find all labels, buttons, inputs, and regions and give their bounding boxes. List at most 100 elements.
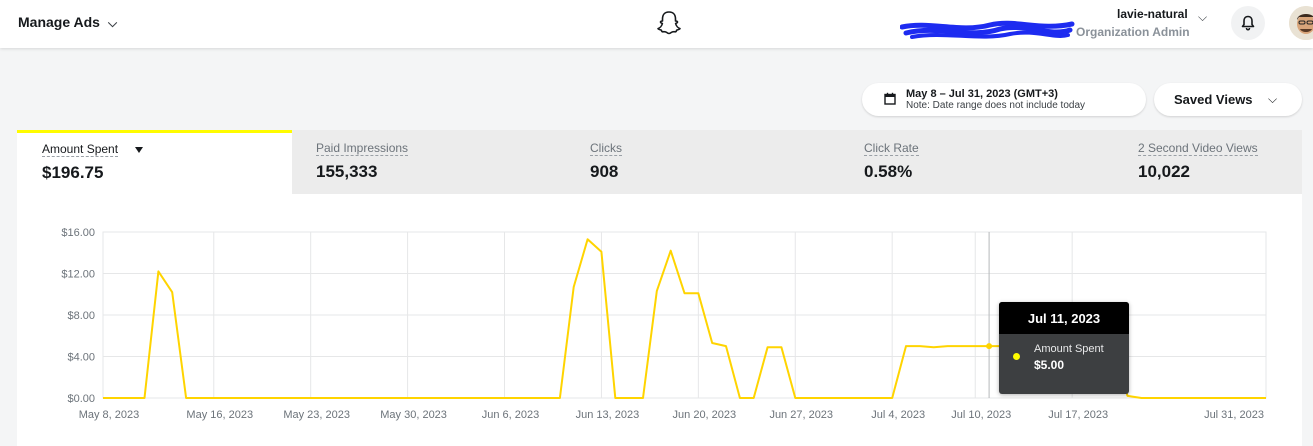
data-point <box>640 395 646 401</box>
data-point <box>543 395 549 401</box>
saved-views-label: Saved Views <box>1174 92 1253 107</box>
data-point <box>197 395 203 401</box>
metric-label: Amount Spent <box>42 142 119 157</box>
avatar[interactable] <box>1289 6 1313 40</box>
notifications-button[interactable] <box>1231 6 1265 40</box>
data-point <box>557 395 563 401</box>
metric-tabs: Amount Spent $196.75 Paid Impressions 15… <box>17 130 1302 194</box>
tooltip-series-name: Amount Spent <box>1034 343 1104 355</box>
y-tick-label: $16.00 <box>61 227 95 239</box>
x-tick-label: May 8, 2023 <box>79 409 140 421</box>
data-point <box>308 395 314 401</box>
snapchat-ghost-icon[interactable] <box>655 9 683 37</box>
data-point <box>169 289 175 295</box>
data-point <box>502 395 508 401</box>
saved-views-dropdown[interactable]: Saved Views ⌵ <box>1154 83 1302 116</box>
data-point <box>945 343 951 349</box>
data-point <box>875 395 881 401</box>
tab-video-views[interactable]: 2 Second Video Views 10,022 <box>1114 130 1302 194</box>
x-tick-label: Jul 10, 2023 <box>951 409 1011 421</box>
chart-tooltip: Jul 11, 2023 Amount Spent $5.00 <box>999 302 1129 394</box>
data-point <box>183 395 189 401</box>
top-navigation-bar: Manage Ads ⌵ lavie-natural Organization A… <box>0 0 1313 48</box>
caret-down-icon[interactable] <box>135 147 143 153</box>
data-point <box>349 395 355 401</box>
data-point <box>598 249 604 255</box>
data-point <box>751 395 757 401</box>
data-point <box>252 395 258 401</box>
data-point <box>585 236 591 242</box>
metric-label: Click Rate <box>864 141 919 156</box>
data-point <box>861 395 867 401</box>
chevron-down-icon[interactable]: ⌵ <box>1198 10 1208 24</box>
metric-label: Paid Impressions <box>316 141 409 156</box>
data-point <box>1138 395 1144 401</box>
data-point <box>529 395 535 401</box>
data-point <box>488 395 494 401</box>
chevron-down-icon: ⌵ <box>1268 92 1278 106</box>
data-point <box>695 290 701 296</box>
data-point <box>931 344 937 350</box>
data-point <box>266 395 272 401</box>
data-point <box>765 344 771 350</box>
tooltip-date: Jul 11, 2023 <box>999 302 1129 334</box>
data-point <box>114 395 120 401</box>
data-point <box>142 395 148 401</box>
data-point <box>571 284 577 290</box>
x-tick-label: May 30, 2023 <box>380 409 447 421</box>
data-point <box>1166 395 1172 401</box>
data-point <box>391 395 397 401</box>
metric-value: 10,022 <box>1138 162 1190 181</box>
calendar-icon <box>884 92 896 105</box>
x-tick-label: Jul 31, 2023 <box>1204 409 1264 421</box>
tab-click-rate[interactable]: Click Rate 0.58% <box>840 130 1114 194</box>
x-tick-label: Jul 4, 2023 <box>871 409 925 421</box>
data-point <box>806 395 812 401</box>
y-tick-label: $8.00 <box>67 310 95 322</box>
account-switcher[interactable]: lavie-natural Organization Admin <box>900 5 1200 43</box>
data-point <box>377 395 383 401</box>
data-point <box>322 395 328 401</box>
metric-value: $196.75 <box>42 163 104 182</box>
data-point <box>709 340 715 346</box>
tab-amount-spent[interactable]: Amount Spent $196.75 <box>17 130 292 194</box>
data-point <box>335 395 341 401</box>
data-point <box>225 395 231 401</box>
data-point <box>155 268 161 274</box>
metric-value: 908 <box>590 162 619 181</box>
tab-paid-impressions[interactable]: Paid Impressions 155,333 <box>292 130 566 194</box>
data-point <box>626 395 632 401</box>
data-point <box>1180 395 1186 401</box>
data-point <box>363 395 369 401</box>
data-point <box>668 248 674 254</box>
metric-value: 0.58% <box>864 162 913 181</box>
date-range-picker[interactable]: May 8 – Jul 31, 2023 (GMT+3) Note: Date … <box>862 83 1146 116</box>
data-point <box>211 395 217 401</box>
data-point <box>612 395 618 401</box>
metric-value: 155,333 <box>316 162 378 181</box>
data-point <box>889 395 895 401</box>
data-point <box>460 395 466 401</box>
x-tick-label: Jul 17, 2023 <box>1048 409 1108 421</box>
tab-clicks[interactable]: Clicks 908 <box>566 130 840 194</box>
y-tick-label: $12.00 <box>61 269 95 281</box>
bell-icon <box>1241 15 1255 31</box>
manage-ads-label: Manage Ads <box>18 14 100 30</box>
date-range-note: Note: Date range does not include today <box>906 100 1086 111</box>
x-tick-label: May 16, 2023 <box>186 409 253 421</box>
data-point <box>917 343 923 349</box>
x-tick-label: May 23, 2023 <box>283 409 350 421</box>
data-point <box>903 343 909 349</box>
data-point <box>848 395 854 401</box>
highlight-point <box>986 343 993 350</box>
data-point <box>446 395 452 401</box>
data-point <box>972 343 978 349</box>
manage-ads-menu[interactable]: Manage Ads ⌵ <box>18 14 117 31</box>
data-point <box>1235 395 1241 401</box>
data-point <box>515 395 521 401</box>
data-point <box>682 290 688 296</box>
tooltip-value: $5.00 <box>1034 358 1065 372</box>
data-point <box>432 395 438 401</box>
data-point <box>474 395 480 401</box>
